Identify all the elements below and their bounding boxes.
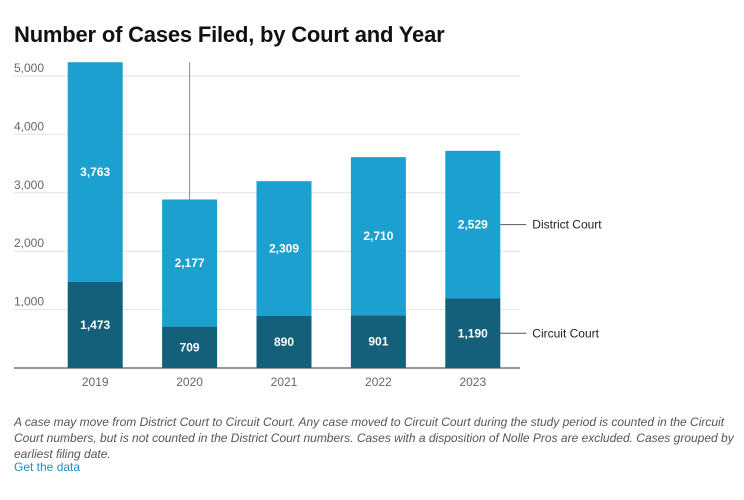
bar-circuit-court-2022[interactable] <box>350 315 406 368</box>
bar-value-label: 1,190 <box>458 326 488 340</box>
bar-value-label: 2,309 <box>269 242 299 256</box>
x-tick-label: 2023 <box>459 375 486 389</box>
bar-value-label: 2,710 <box>363 229 393 243</box>
y-tick-label: 2,000 <box>14 236 44 250</box>
x-tick-label: 2019 <box>82 375 109 389</box>
x-tick-label: 2022 <box>365 375 392 389</box>
series-label-district-court: District Court <box>532 218 602 232</box>
get-the-data-link[interactable]: Get the data <box>14 460 81 474</box>
bar-value-label: 890 <box>274 335 294 349</box>
chart-title: Number of Cases Filed, by Court and Year <box>14 22 445 47</box>
bar-value-label: 709 <box>180 340 200 354</box>
bar-district-court-2021[interactable] <box>256 181 312 317</box>
bar-district-court-2020[interactable] <box>162 199 218 327</box>
y-axis-ticks: 1,000 2,000 3,000 4,000 5,000 <box>14 61 44 309</box>
bar-value-label: 901 <box>368 335 388 349</box>
bar-circuit-court-2023[interactable] <box>445 298 501 368</box>
x-tick-label: 2020 <box>176 375 203 389</box>
y-tick-label: 1,000 <box>14 295 44 309</box>
y-tick-label: 4,000 <box>14 119 44 133</box>
bar-value-labels: 1,473 709 890 901 1,190 3,763 2,177 2,309 2,710 2… <box>80 165 488 354</box>
stacked-bar-chart: 1,000 2,000 3,000 4,000 5,000 1,473 709 890 901… <box>14 61 602 389</box>
bar-district-court-2019[interactable] <box>67 62 123 282</box>
bar-district-court-2022[interactable] <box>350 157 406 316</box>
series-label-circuit-court: Circuit Court <box>532 326 599 340</box>
series-labels: Circuit Court District Court <box>500 218 602 340</box>
bar-circuit-court-2021[interactable] <box>256 316 312 368</box>
bar-value-label: 2,529 <box>458 218 488 232</box>
bar-district-court-2023[interactable] <box>445 150 501 299</box>
bar-circuit-court-2020[interactable] <box>162 326 218 368</box>
y-tick-label: 3,000 <box>14 178 44 192</box>
bar-value-label: 2,177 <box>175 256 205 270</box>
x-axis-ticks: 2019 2020 2021 2022 2023 <box>82 375 487 389</box>
bar-value-label: 1,473 <box>80 318 110 332</box>
bar-circuit-court-2019[interactable] <box>67 281 123 368</box>
bars[interactable] <box>67 62 501 368</box>
chart-note: A case may move from District Court to C… <box>14 415 734 461</box>
bar-value-label: 3,763 <box>80 165 110 179</box>
y-tick-label: 5,000 <box>14 61 44 75</box>
x-tick-label: 2021 <box>271 375 298 389</box>
